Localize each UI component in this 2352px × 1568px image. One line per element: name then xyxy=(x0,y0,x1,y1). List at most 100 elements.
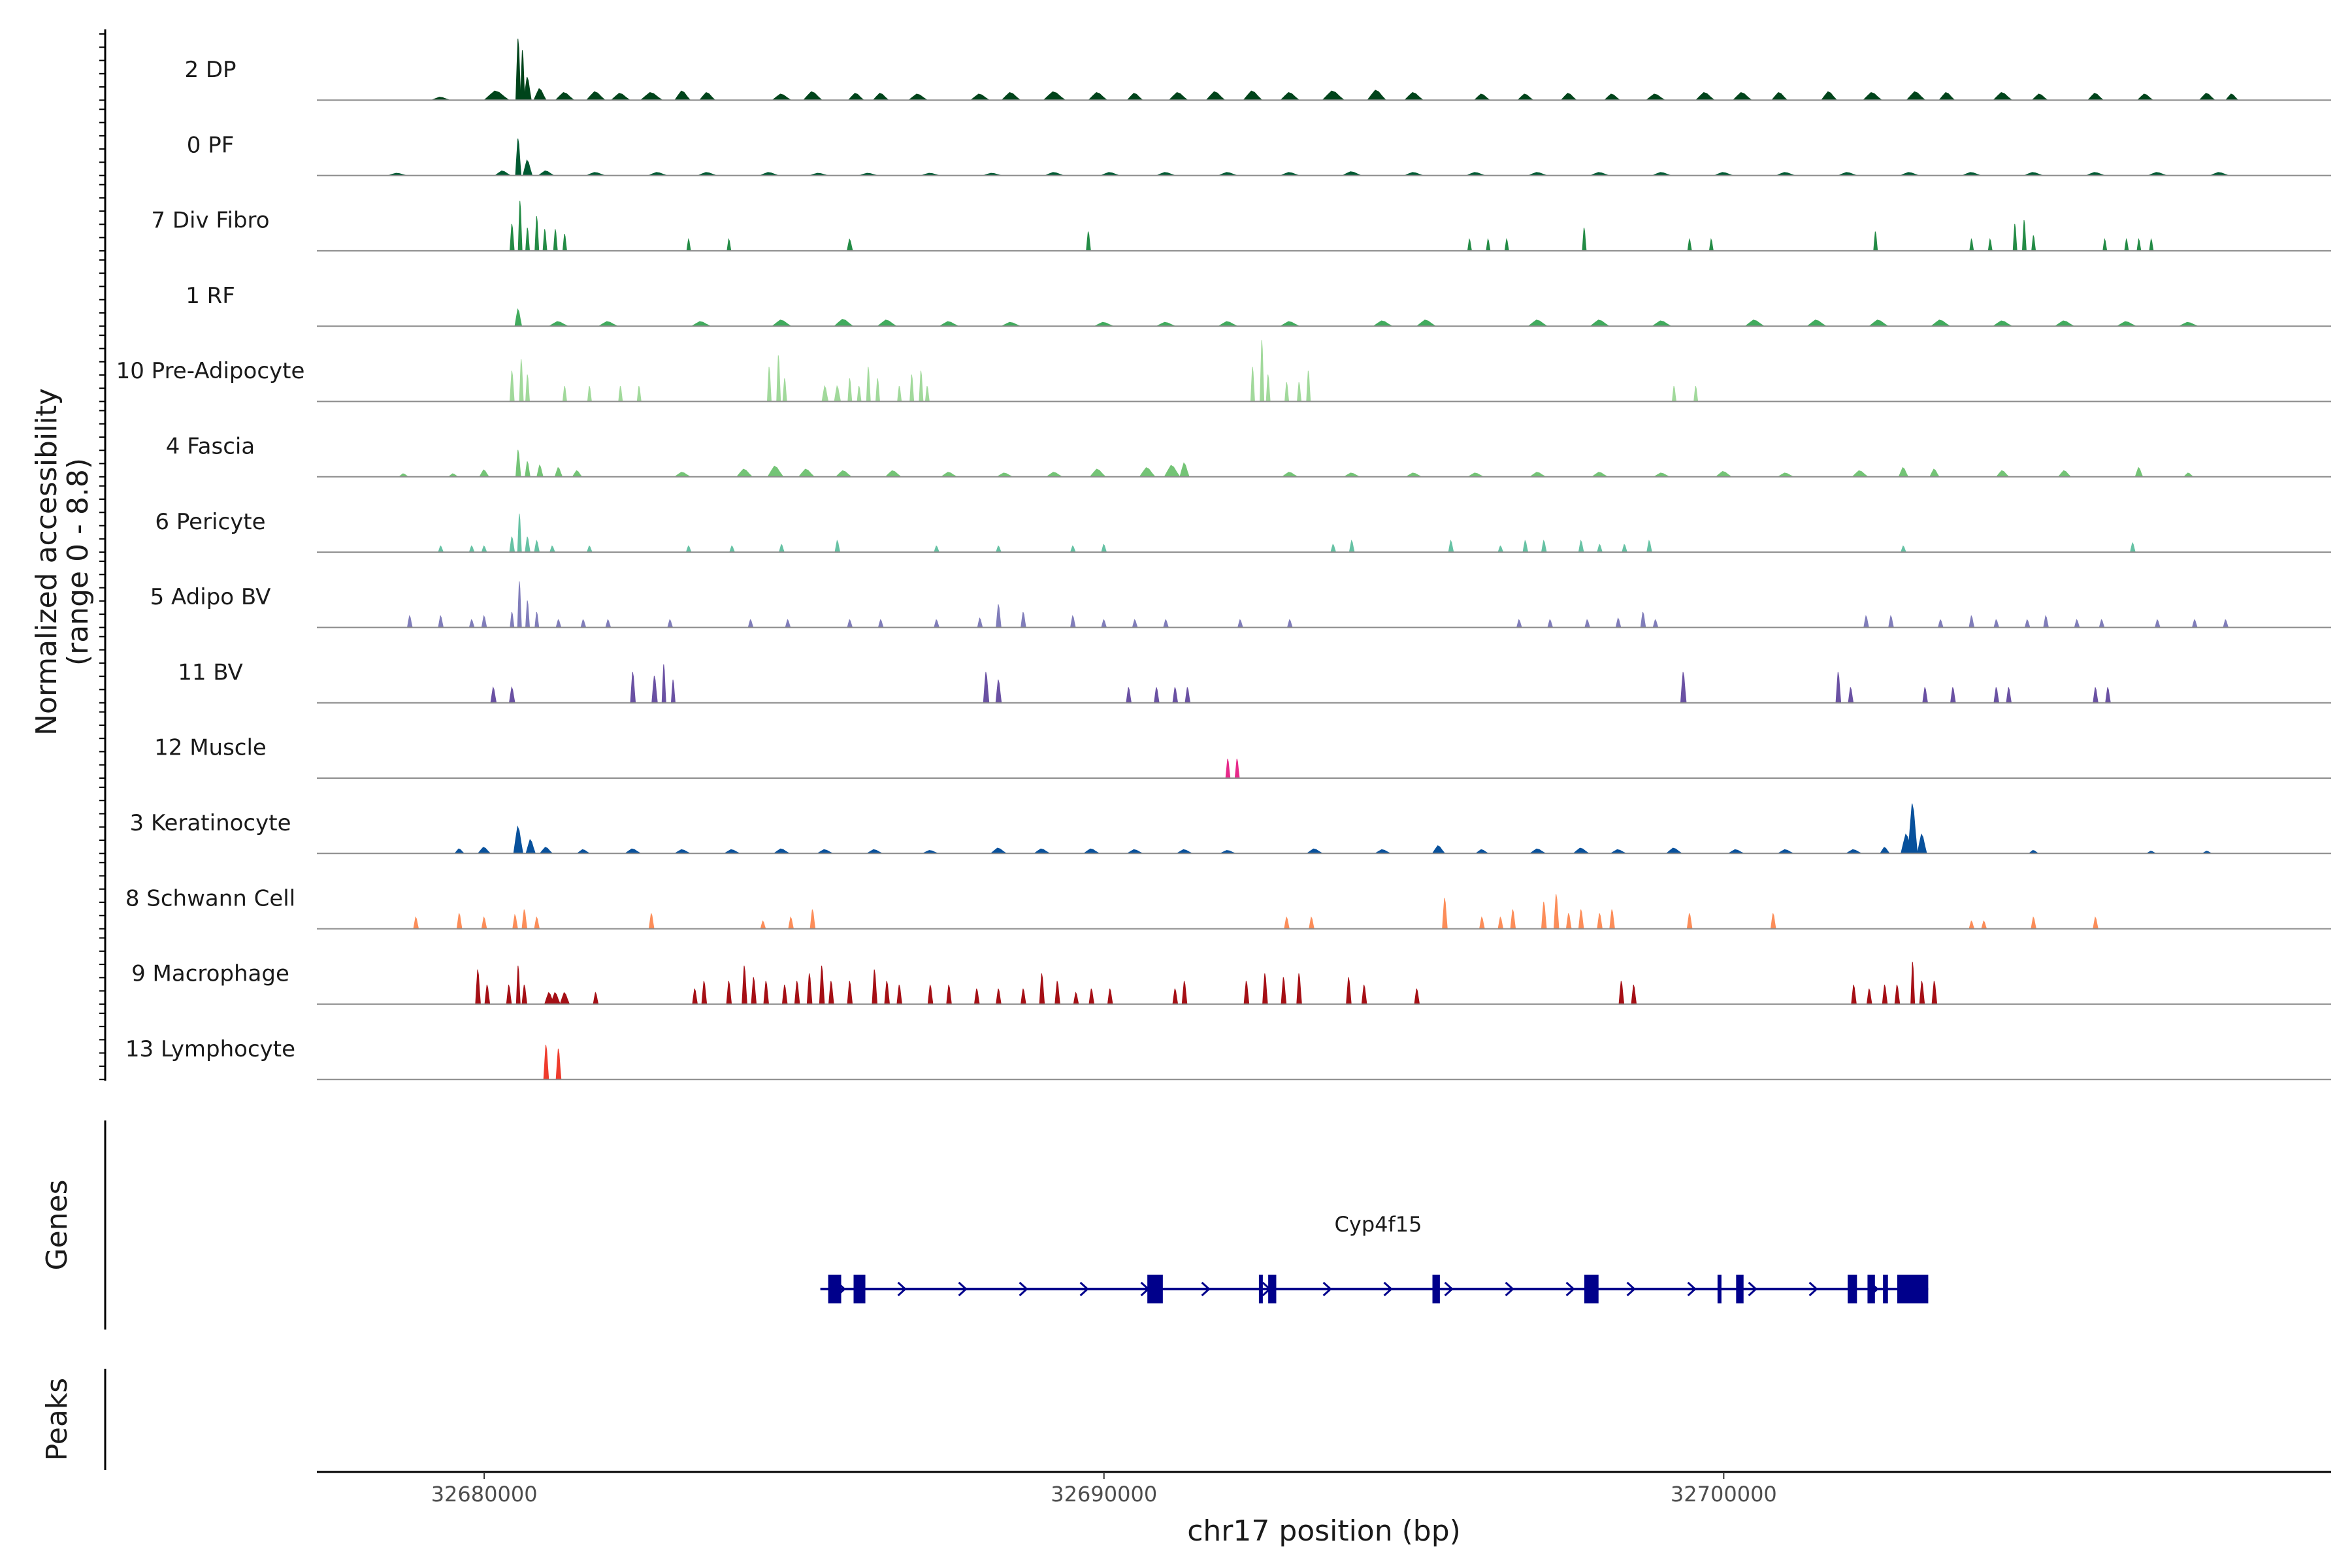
coverage-peak xyxy=(866,367,871,402)
coverage-peak xyxy=(481,545,487,553)
coverage-peak xyxy=(519,359,524,402)
coverage-peak xyxy=(1250,367,1255,402)
coverage-peak xyxy=(919,370,924,402)
coverage-peak xyxy=(514,308,523,327)
coverage-peak xyxy=(1205,91,1226,101)
coverage-peak xyxy=(1284,382,1290,402)
coverage-peak xyxy=(1937,619,1944,628)
coverage-peak xyxy=(1527,319,1548,327)
coverage-peak xyxy=(1646,539,1652,553)
coverage-peak xyxy=(515,139,522,176)
coverage-peak xyxy=(1929,468,1940,478)
coverage-peak xyxy=(1631,985,1637,1005)
track-label: 12 Muscle xyxy=(154,735,267,761)
coverage-peak xyxy=(593,991,599,1005)
gene-exon xyxy=(828,1275,841,1303)
coverage-peak xyxy=(1597,913,1603,930)
coverage-peak xyxy=(1589,319,1610,327)
coverage-peak xyxy=(847,378,853,402)
coverage-peak xyxy=(1771,91,1788,101)
coverage-peak xyxy=(1279,91,1300,101)
coverage-peak xyxy=(835,470,853,478)
coverage-peak xyxy=(1547,619,1554,628)
coverage-peak xyxy=(1565,913,1572,930)
y-axis-subtitle: (range 0 - 8.8) xyxy=(61,458,95,666)
coverage-peak xyxy=(691,321,711,327)
coverage-peak xyxy=(1281,977,1287,1005)
coverage-peak xyxy=(1516,619,1522,628)
coverage-peak xyxy=(798,468,815,478)
coverage-peak xyxy=(701,981,708,1005)
track-label: 11 BV xyxy=(178,659,243,685)
coverage-peak xyxy=(1346,977,1352,1005)
coverage-peak xyxy=(468,619,475,628)
coverage-peak xyxy=(909,374,915,402)
coverage-peak xyxy=(2136,93,2154,101)
coverage-peak xyxy=(1584,619,1591,628)
coverage-peak xyxy=(562,233,568,252)
coverage-peak xyxy=(1262,973,1268,1005)
coverage-peak xyxy=(521,985,528,1005)
coverage-peak xyxy=(884,981,890,1005)
track-label: 9 Macrophage xyxy=(131,961,289,987)
coverage-peak xyxy=(785,619,791,628)
coverage-peak xyxy=(2021,220,2027,252)
coverage-peak xyxy=(515,966,521,1005)
coverage-peak xyxy=(523,76,532,101)
coverage-peak xyxy=(490,686,497,704)
coverage-peak xyxy=(539,847,553,854)
coverage-peak xyxy=(2124,238,2129,252)
coverage-peak xyxy=(1039,973,1045,1005)
coverage-peak xyxy=(554,466,563,478)
coverage-peak xyxy=(1686,913,1693,930)
coverage-peak xyxy=(1087,91,1108,101)
coverage-peak xyxy=(692,988,698,1005)
coverage-peak xyxy=(1510,909,1516,930)
coverage-peak xyxy=(1309,916,1315,930)
track-label: 10 Pre-Adipocyte xyxy=(116,358,305,384)
coverage-peak xyxy=(534,612,540,628)
coverage-peak xyxy=(525,461,531,478)
coverage-peak xyxy=(517,514,522,553)
coverage-peak xyxy=(536,464,544,478)
coverage-peak xyxy=(1695,91,1716,101)
coverage-peak xyxy=(1919,981,1925,1005)
coverage-peak xyxy=(1671,385,1677,402)
coverage-peak xyxy=(547,321,568,327)
gene-exon xyxy=(1147,1275,1163,1303)
coverage-peak xyxy=(534,216,540,252)
coverage-peak xyxy=(1126,687,1132,704)
coverage-peak xyxy=(481,916,487,930)
coverage-peak xyxy=(828,981,834,1005)
coverage-peak xyxy=(506,985,512,1005)
coverage-peak xyxy=(515,39,521,101)
coverage-peak xyxy=(2093,687,2099,704)
coverage-peak xyxy=(525,536,531,553)
genes-panel-title: Genes xyxy=(41,1179,74,1270)
coverage-peak xyxy=(1529,472,1547,478)
track-8: 5 Adipo BV xyxy=(150,581,2331,629)
coverage-peak xyxy=(877,619,884,628)
track-2: 0 PF xyxy=(187,132,2331,176)
gene-exon xyxy=(1258,1275,1263,1303)
coverage-peak xyxy=(1101,619,1107,628)
coverage-peak xyxy=(2087,93,2104,101)
coverage-peak xyxy=(877,319,898,327)
coverage-peak xyxy=(525,227,531,252)
coverage-peak xyxy=(468,545,475,553)
coverage-peak xyxy=(1073,991,1079,1005)
coverage-peak xyxy=(847,981,853,1005)
x-tick-label: 32700000 xyxy=(1671,1482,1777,1507)
coverage-peak xyxy=(2074,619,2080,628)
coverage-peak xyxy=(585,91,606,101)
coverage-peak xyxy=(1615,617,1622,628)
coverage-peak xyxy=(1281,472,1299,478)
coverage-peak xyxy=(990,847,1007,854)
coverage-peak xyxy=(1054,981,1060,1005)
coverage-peak xyxy=(651,676,658,704)
gene-exon xyxy=(1883,1275,1888,1303)
coverage-peak xyxy=(1687,238,1692,252)
coverage-peak xyxy=(940,472,958,478)
coverage-peak xyxy=(1993,619,2000,628)
coverage-peak xyxy=(1089,468,1107,478)
